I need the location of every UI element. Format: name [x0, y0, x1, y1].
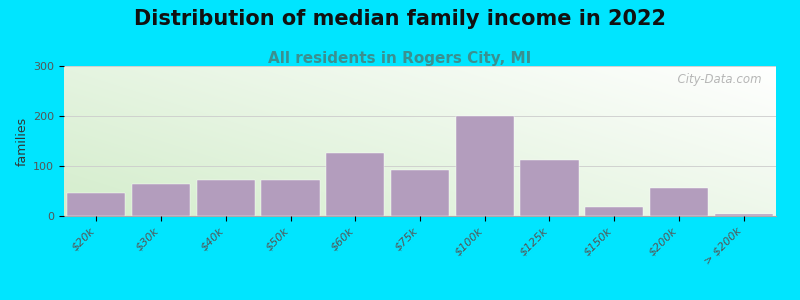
Bar — [456, 116, 514, 216]
Bar — [520, 160, 578, 216]
Y-axis label: families: families — [16, 116, 29, 166]
Bar — [197, 179, 255, 216]
Bar — [326, 152, 385, 216]
Bar — [714, 214, 773, 216]
Bar — [391, 170, 449, 216]
Text: City-Data.com: City-Data.com — [670, 74, 762, 86]
Bar — [67, 193, 126, 216]
Bar — [650, 188, 708, 216]
Bar — [132, 184, 190, 216]
Text: Distribution of median family income in 2022: Distribution of median family income in … — [134, 9, 666, 29]
Bar — [585, 207, 643, 216]
Text: All residents in Rogers City, MI: All residents in Rogers City, MI — [268, 51, 532, 66]
Bar — [262, 180, 320, 216]
